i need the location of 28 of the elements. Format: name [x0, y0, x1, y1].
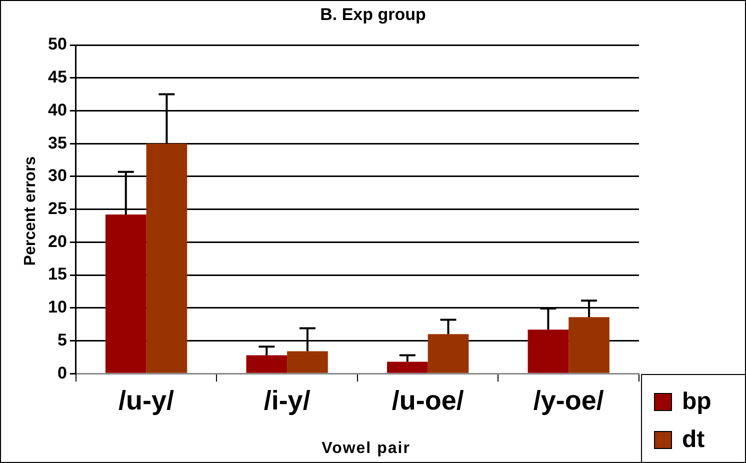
y-tick-label: 30: [48, 166, 67, 186]
bar: [568, 317, 610, 373]
y-axis-title: Percent errors: [22, 156, 40, 266]
y-tick-label: 35: [48, 133, 67, 152]
x-tick-label: /y-oe/: [533, 385, 604, 416]
x-tick-label: /i-y/: [264, 385, 311, 416]
y-tick-label: 0: [57, 363, 67, 382]
bar: [287, 351, 328, 373]
bar: [428, 334, 469, 373]
y-tick-label: 45: [48, 68, 67, 87]
x-tick-label: /u-oe/: [392, 385, 464, 416]
bar: [528, 330, 569, 373]
y-tick-label: 20: [48, 232, 67, 251]
chart-title: B. Exp group: [319, 5, 427, 25]
bar: [387, 362, 428, 373]
legend-label: bp: [682, 388, 712, 416]
y-tick-label: 5: [57, 330, 67, 350]
y-tick-label: 10: [48, 298, 67, 317]
bar: [246, 355, 288, 373]
bar: [146, 144, 188, 373]
y-tick-label: 50: [48, 34, 67, 54]
y-tick-label: 25: [48, 198, 67, 218]
legend-label: dt: [682, 426, 705, 454]
y-tick-label: 15: [48, 264, 67, 284]
y-tick-label: 40: [48, 100, 67, 120]
x-axis-title: Vowel pair: [320, 440, 412, 458]
bar: [105, 214, 146, 373]
x-tick-label: /u-y/: [118, 385, 175, 416]
